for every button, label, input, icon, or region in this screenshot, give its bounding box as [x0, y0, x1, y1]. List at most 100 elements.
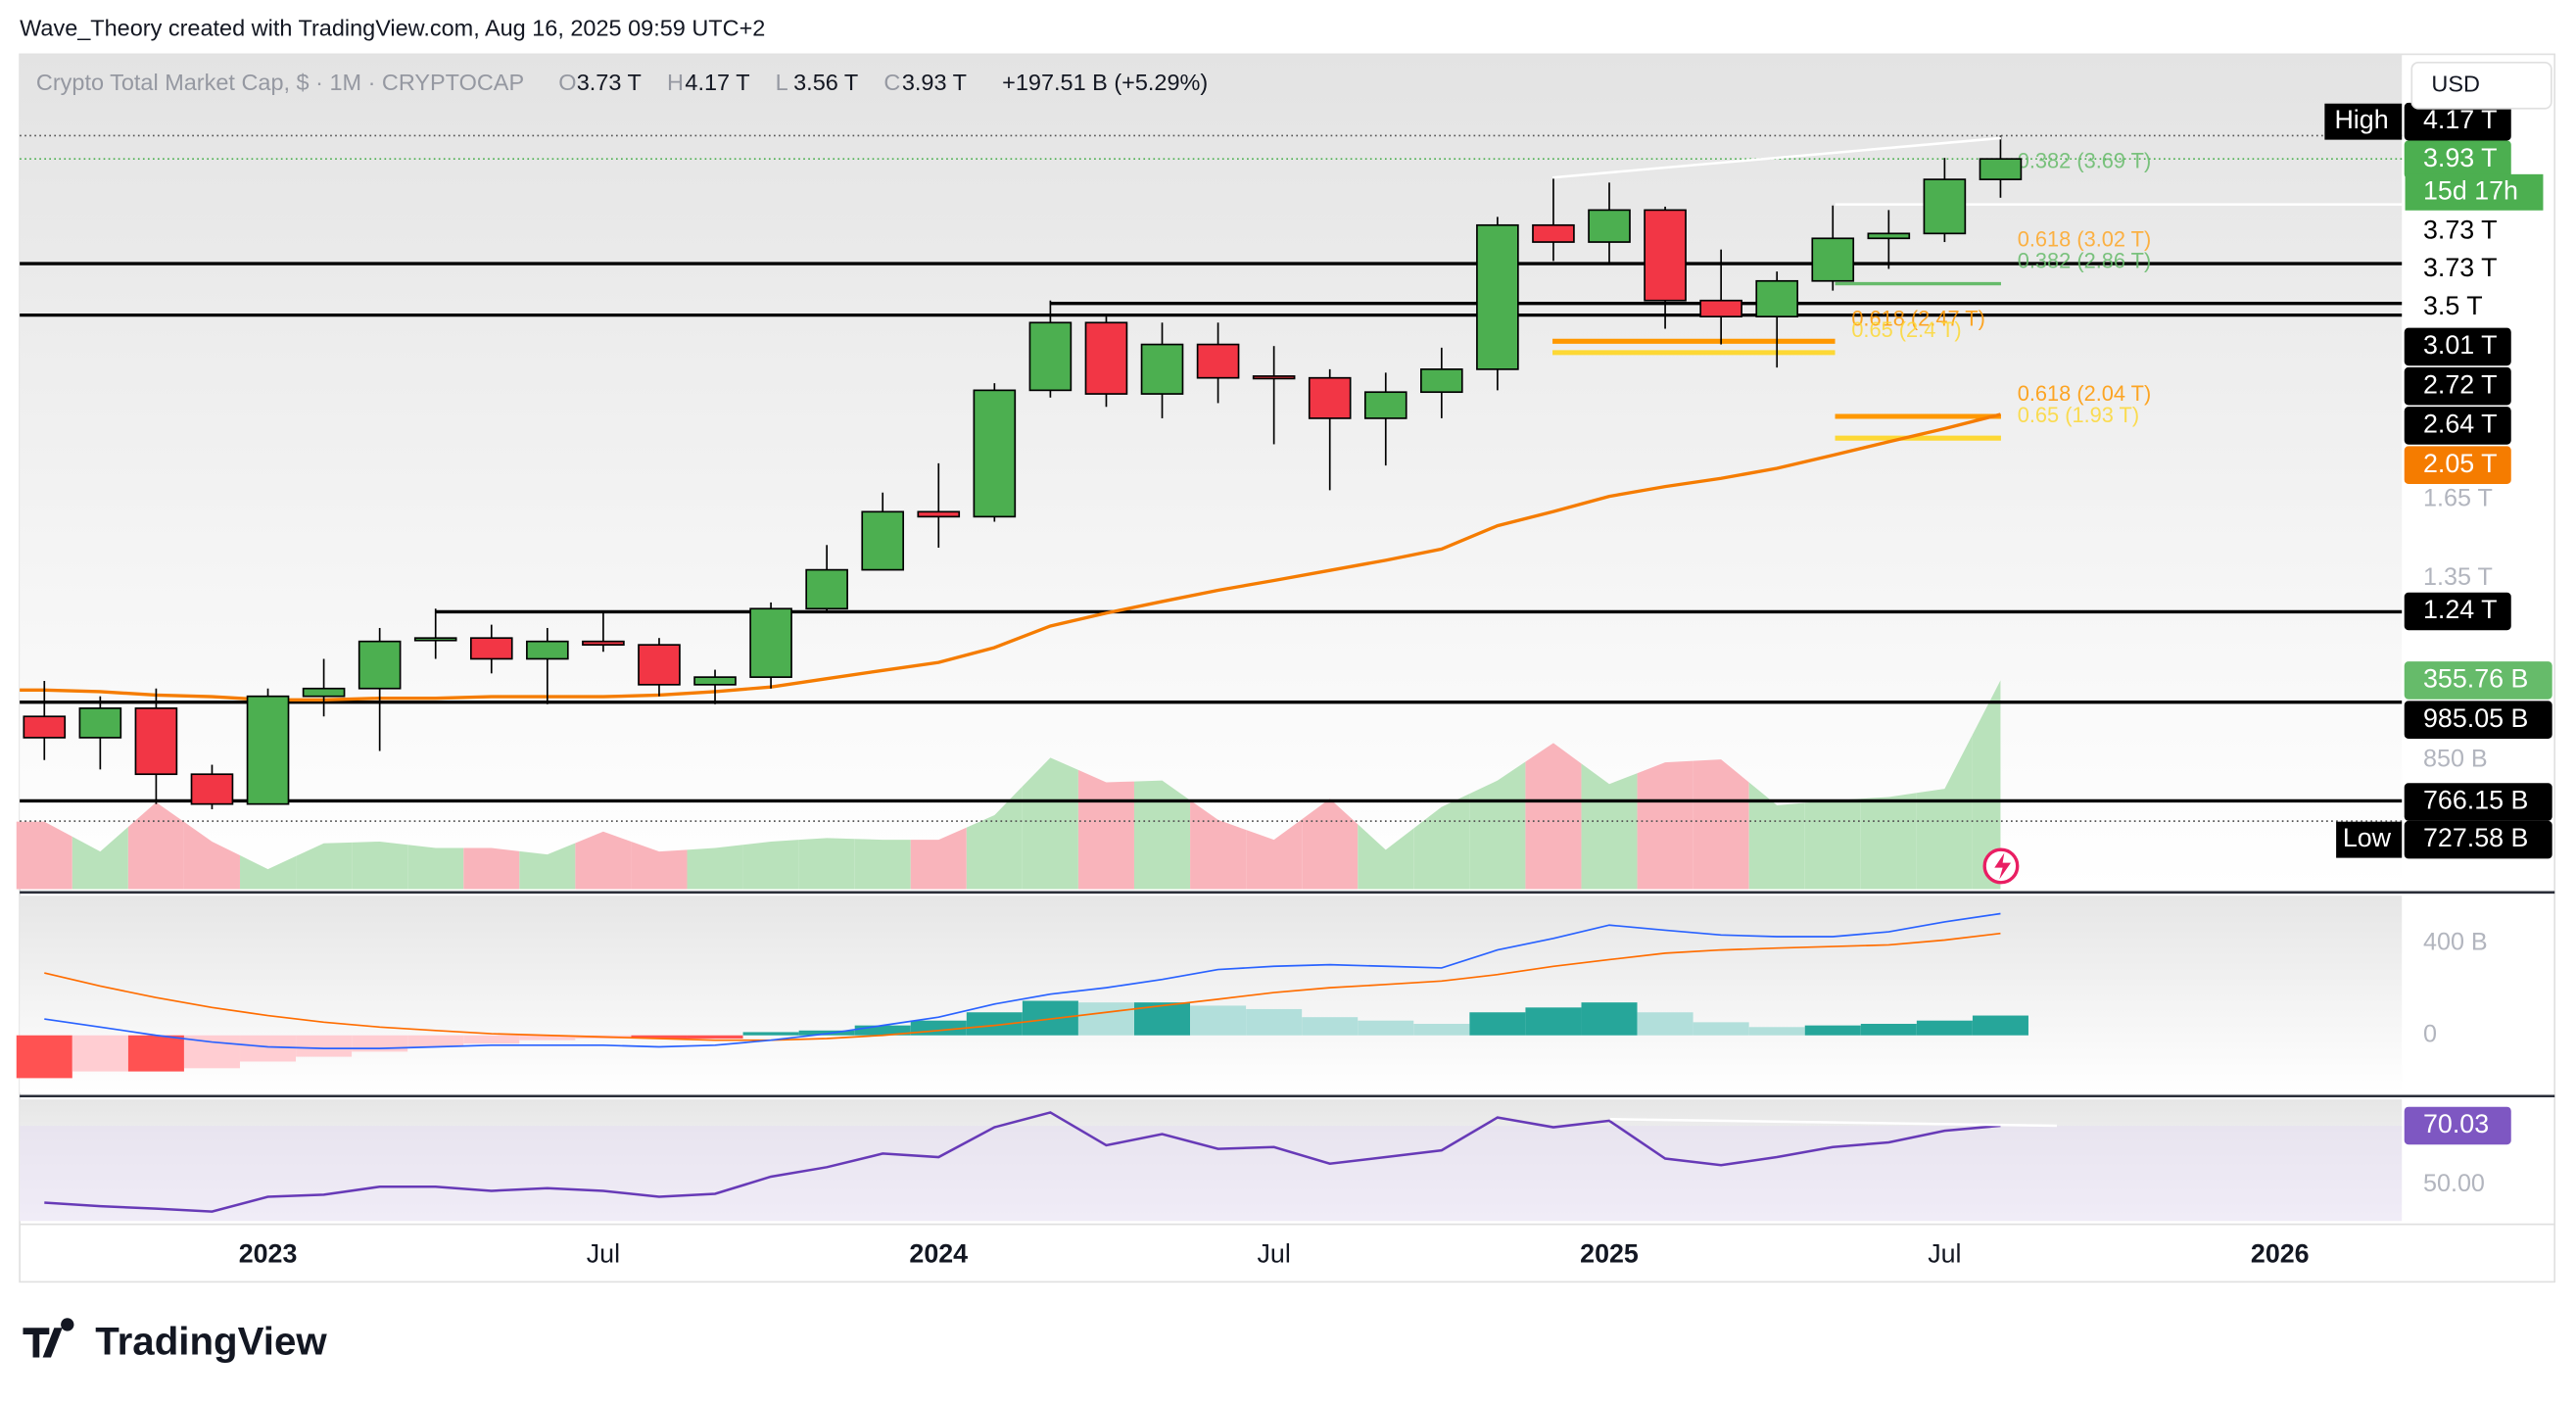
candle-body: [134, 707, 178, 776]
volume-area: [798, 838, 855, 890]
price-badge: [2404, 213, 2511, 251]
candle-body: [1252, 375, 1296, 380]
candle-body: [582, 640, 625, 647]
macd-histogram-bar: [72, 1035, 128, 1072]
ohlc-legend: O 3.73 T H 4.17 T L 3.56 T C 3.93 T +197.51 B (+…: [558, 70, 1208, 95]
volume-area: [575, 831, 632, 890]
macd-histogram-bar: [240, 1035, 297, 1062]
candle-body: [749, 607, 792, 678]
volume-area: [1022, 757, 1078, 890]
candle-body: [973, 389, 1017, 518]
macd-histogram-bar: [1860, 1023, 1917, 1036]
ohlc-key: C: [883, 70, 900, 95]
fib-label: 0.65 (2.4 T): [1851, 317, 1961, 342]
volume-area: [1581, 763, 1638, 890]
candle-body: [1699, 299, 1742, 317]
change: +197.51 B (+5.29%): [1002, 70, 1208, 95]
fib-label: 0.618 (3.02 T): [2018, 227, 2152, 252]
volume-area: [1525, 743, 1582, 890]
macd-histogram-bar: [463, 1035, 520, 1044]
macd-histogram-bar: [1022, 1000, 1078, 1036]
trend-line: [1551, 136, 2002, 179]
macd-histogram-bar: [1693, 1022, 1749, 1036]
candle-body: [1028, 321, 1073, 392]
price-badge-label: 3.73 T: [2423, 216, 2498, 245]
ohlc-key: L: [776, 70, 788, 95]
ohlc-key: O: [558, 70, 576, 95]
price-badge: [2404, 446, 2511, 485]
macd-histogram-bar: [127, 1035, 184, 1072]
candle-body: [1979, 158, 2023, 180]
volume-area: [1077, 769, 1134, 890]
candle-body: [805, 568, 848, 610]
candle-body: [1420, 368, 1463, 394]
candle-body: [861, 510, 905, 571]
symbol: Crypto Total Market Cap, $ · 1M · CRYPTO…: [36, 70, 524, 95]
macd-histogram-bar: [631, 1035, 688, 1040]
low-tag: Low: [2343, 823, 2392, 852]
volume-area: [1693, 759, 1749, 890]
volume-area: [1916, 734, 1973, 890]
candle-body: [190, 773, 234, 805]
event-icon-bolt: [1994, 852, 2012, 880]
ohlc-value: 3.73 T: [577, 70, 642, 95]
candle-body: [1308, 376, 1352, 419]
macd-histogram-bar: [742, 1032, 799, 1036]
candle-body: [1196, 343, 1240, 379]
macd-histogram-bar: [1581, 1002, 1638, 1036]
volume-area: [1246, 819, 1303, 890]
x-tick-label: 2024: [909, 1239, 968, 1269]
volume-area: [1804, 798, 1861, 890]
x-tick-label: 2026: [2251, 1239, 2310, 1269]
logo-mark: [23, 1318, 74, 1358]
candle-body: [1644, 209, 1687, 302]
price-badge: [2404, 661, 2552, 700]
brand: TradingView: [95, 1320, 327, 1364]
candle-body: [1140, 343, 1184, 395]
macd-histogram-bar: [1190, 1005, 1247, 1036]
macd-histogram-bar: [296, 1035, 353, 1057]
rsi-line: [44, 1111, 2001, 1213]
macd-histogram-bar: [966, 1012, 1023, 1036]
price-badge: [2404, 783, 2552, 821]
high-tag: High: [2334, 105, 2388, 134]
candle-body: [1532, 223, 1575, 243]
candle-body: [358, 640, 402, 690]
volume-area: [1637, 760, 1693, 890]
volume-area: [519, 843, 576, 890]
macd-tick-label: 400 B: [2423, 928, 2488, 955]
macd-histogram-bar: [16, 1035, 72, 1079]
candle-body: [246, 695, 290, 805]
candle-body: [1588, 209, 1631, 243]
price-badge: [2404, 327, 2511, 366]
price-badge: [2404, 407, 2511, 445]
fib-label: 0.618 (2.04 T): [2018, 381, 2152, 406]
price-badge-label: 727.58 B: [2423, 823, 2528, 852]
ohlc-value: 3.56 T: [793, 70, 858, 95]
rsi-band: [20, 1126, 2403, 1222]
candle-body: [1755, 279, 1799, 317]
currency-button[interactable]: [2410, 61, 2552, 110]
price-badge-label: 3.01 T: [2423, 330, 2498, 360]
volume-area: [407, 845, 464, 890]
price-pane: [20, 54, 2403, 890]
candle-body: [413, 637, 457, 642]
macd-histogram-bar: [687, 1035, 743, 1040]
macd-histogram-bar: [1413, 1023, 1470, 1036]
x-tick-label: Jul: [587, 1239, 620, 1269]
macd-histogram-bar: [1748, 1027, 1805, 1036]
price-badge-label: 1.24 T: [2423, 595, 2498, 624]
candle-body: [23, 715, 67, 739]
candle-body: [1084, 321, 1128, 395]
price-badge-label: 2.05 T: [2423, 449, 2498, 478]
volume-area: [1972, 680, 2001, 890]
volume-area: [1190, 799, 1247, 890]
price-badge-label: 3.5 T: [2423, 291, 2483, 320]
volume-area: [966, 786, 1023, 890]
volume-area: [127, 801, 184, 890]
volume-area: [183, 821, 240, 890]
macd-line: [44, 912, 2001, 1049]
volume-area: [352, 841, 408, 890]
